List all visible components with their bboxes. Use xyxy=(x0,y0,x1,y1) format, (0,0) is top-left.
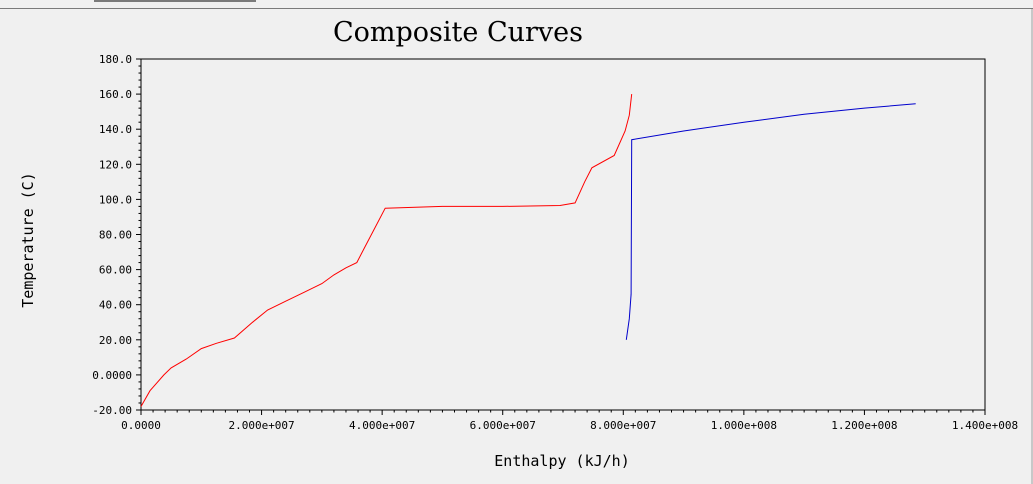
x-tick-label: 0.0000 xyxy=(121,419,161,432)
plot-area-frame xyxy=(140,58,986,411)
y-tick-label: 100.0 xyxy=(99,193,132,206)
y-tick-label: 0.0000 xyxy=(92,369,132,382)
y-tick-label: 140.0 xyxy=(99,123,132,136)
hot-composite-curve xyxy=(140,94,633,407)
y-tick-label: 80.00 xyxy=(99,229,132,242)
y-axis: -20.00 0.0000 20.00 40.00 60.00 80.00 100.0 120… xyxy=(92,53,141,417)
y-tick-label: 60.00 xyxy=(99,264,132,277)
x-tick-label: 1.200e+008 xyxy=(831,419,897,432)
x-tick-label: 2.000e+007 xyxy=(228,419,294,432)
series-layer xyxy=(140,94,916,407)
x-tick-label: 6.000e+007 xyxy=(470,419,536,432)
y-tick-label: -20.00 xyxy=(92,404,132,417)
window-right-edge xyxy=(1031,9,1033,484)
y-tick-label: 160.0 xyxy=(99,88,132,101)
x-tick-label: 1.400e+008 xyxy=(952,419,1018,432)
y-tick-label: 120.0 xyxy=(99,158,132,171)
x-axis-label: Enthalpy (kJ/h) xyxy=(494,452,629,470)
x-tick-label: 4.000e+007 xyxy=(349,419,415,432)
x-tick-label: 1.000e+008 xyxy=(711,419,777,432)
window-top-strip xyxy=(0,0,1033,9)
chart-title: Composite Curves xyxy=(333,17,583,48)
window-tab-edge xyxy=(94,0,256,2)
x-tick-label: 8.000e+007 xyxy=(590,419,656,432)
x-axis: 0.0000 2.000e+007 4.000e+007 6.000e+007 8.00… xyxy=(121,410,1018,432)
y-tick-label: 40.00 xyxy=(99,299,132,312)
y-tick-label: 180.0 xyxy=(99,53,132,66)
y-tick-label: 20.00 xyxy=(99,334,132,347)
cold-composite-curve xyxy=(625,103,916,340)
y-axis-label: Temperature (C) xyxy=(19,172,37,307)
